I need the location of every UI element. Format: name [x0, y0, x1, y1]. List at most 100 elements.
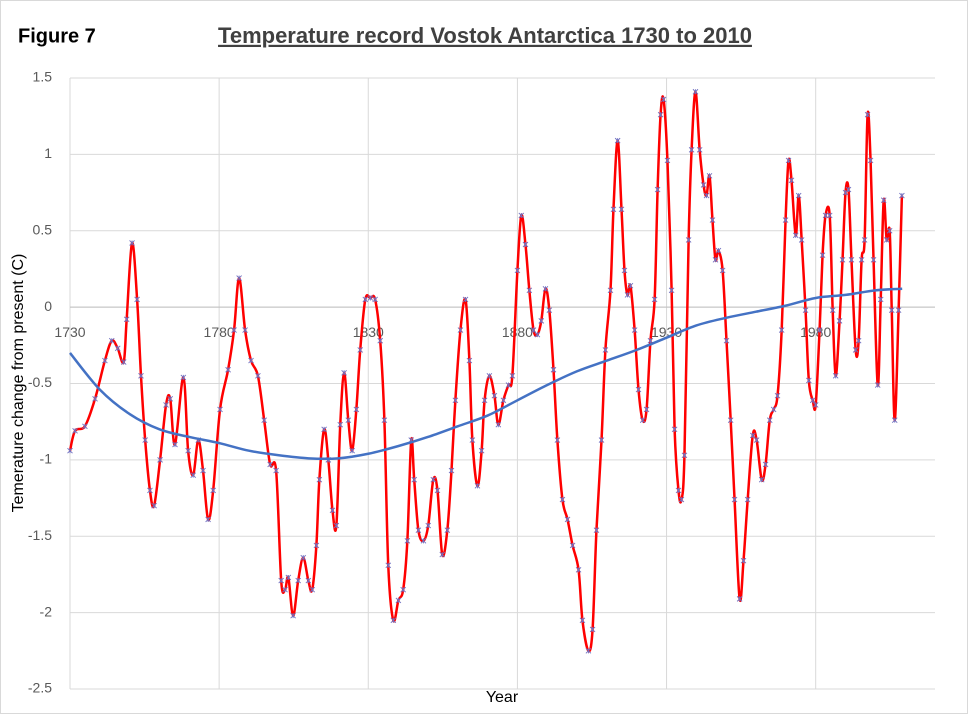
data-marker [740, 557, 747, 564]
data-marker [614, 137, 621, 144]
data-marker [792, 232, 799, 239]
data-marker [858, 256, 865, 263]
data-marker [855, 337, 862, 344]
data-marker [231, 327, 237, 333]
data-marker [404, 538, 411, 544]
data-marker [829, 307, 836, 313]
data-marker [316, 476, 323, 483]
data-marker [610, 206, 617, 213]
data-marker [802, 307, 809, 313]
data-marker [886, 227, 893, 234]
data-marker [267, 461, 273, 468]
data-marker [618, 206, 625, 213]
data-marker [102, 357, 108, 364]
data-marker [225, 366, 231, 373]
data-marker [210, 487, 216, 494]
data-marker [880, 197, 887, 204]
data-marker [415, 527, 422, 533]
y-tick-label: -1 [40, 451, 53, 467]
data-marker [762, 461, 769, 468]
data-marker [518, 212, 525, 219]
data-marker [660, 96, 667, 103]
data-marker [709, 217, 716, 223]
data-marker [675, 487, 682, 494]
data-marker [255, 373, 261, 379]
data-marker [92, 395, 98, 402]
data-marker [82, 423, 88, 430]
data-marker [788, 177, 795, 184]
data-marker [522, 241, 529, 248]
data-marker [474, 483, 481, 489]
figure-label: Figure 7 [18, 25, 96, 47]
data-marker [381, 417, 388, 423]
data-marker [753, 437, 760, 443]
data-marker [579, 617, 586, 624]
data-marker [151, 502, 157, 509]
data-marker [185, 447, 191, 454]
data-marker [295, 577, 301, 584]
data-marker [309, 586, 316, 593]
data-marker [758, 476, 765, 483]
data-marker [631, 327, 638, 333]
data-marker [469, 437, 476, 443]
data-marker [712, 256, 719, 263]
data-marker [530, 327, 537, 333]
data-marker [329, 507, 336, 514]
data-marker [341, 369, 347, 376]
data-marker [559, 496, 566, 503]
data-marker [723, 337, 730, 344]
data-marker [706, 172, 713, 179]
data-marker [129, 240, 135, 246]
data-marker [395, 597, 402, 604]
data-marker [657, 111, 664, 118]
data-marker [624, 292, 631, 298]
data-marker [321, 426, 327, 433]
data-marker [688, 146, 695, 153]
data-marker [651, 296, 658, 303]
y-tick-label: -2.5 [28, 680, 52, 696]
data-marker [664, 157, 671, 164]
data-marker [157, 457, 163, 463]
data-marker [385, 562, 392, 569]
x-tick-label: 1930 [651, 324, 682, 340]
data-marker [526, 287, 533, 294]
data-marker [585, 647, 592, 654]
data-marker [816, 327, 823, 333]
data-marker [478, 447, 485, 454]
data-marker [627, 282, 634, 289]
data-marker [692, 88, 699, 95]
data-marker [848, 256, 855, 263]
y-tick-label: -1.5 [28, 527, 52, 543]
data-marker [826, 212, 833, 219]
data-marker [845, 186, 852, 193]
data-marker [481, 397, 488, 404]
x-axis-label: Year [486, 689, 519, 706]
data-marker [874, 382, 881, 388]
data-marker [736, 596, 743, 602]
data-marker [452, 397, 459, 404]
data-marker [703, 192, 710, 199]
data-marker [696, 146, 703, 153]
data-marker [172, 441, 178, 448]
data-marker [819, 252, 826, 259]
data-marker [639, 417, 646, 423]
data-marker [809, 397, 816, 404]
data-marker [534, 331, 541, 338]
y-tick-label: 0.5 [33, 221, 53, 237]
data-marker [731, 496, 738, 503]
data-marker [163, 402, 169, 408]
data-marker [142, 437, 148, 443]
data-marker [836, 318, 843, 324]
y-tick-label: -2 [40, 603, 53, 619]
data-marker [593, 527, 600, 533]
data-marker [891, 417, 898, 423]
data-marker [300, 554, 307, 561]
data-marker [895, 307, 902, 313]
y-tick-label: 1 [44, 145, 52, 161]
data-marker [782, 217, 789, 223]
data-marker [420, 538, 427, 544]
data-marker [67, 447, 73, 454]
data-marker [357, 347, 364, 353]
data-marker [411, 476, 418, 483]
